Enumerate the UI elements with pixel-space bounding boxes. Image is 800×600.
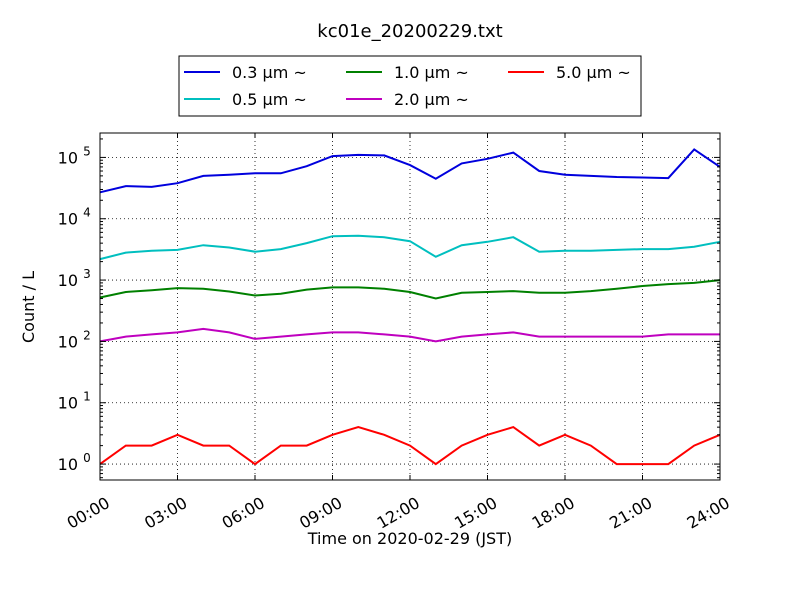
y-tick-label: 10 [58, 271, 78, 290]
y-tick-exponent: 5 [83, 144, 91, 158]
x-tick-label: 12:00 [374, 493, 423, 533]
legend-box [178, 55, 642, 117]
y-tick-exponent: 4 [83, 206, 91, 220]
legend-label: 1.0 µm ~ [394, 63, 469, 82]
y-tick-exponent: 0 [83, 451, 91, 465]
y-tick-label: 10 [58, 455, 78, 474]
y-axis: 10 0 10 1 10 2 10 3 10 4 10 5 [58, 138, 720, 479]
x-tick-label: 03:00 [141, 493, 190, 533]
legend-label: 0.5 µm ~ [232, 90, 307, 109]
x-tick-label: 15:00 [451, 493, 500, 533]
series-line-2 [99, 279, 721, 300]
grid [100, 133, 720, 480]
series-line-3 [99, 327, 720, 343]
x-tick-label: 06:00 [219, 493, 268, 533]
legend: 0.3 µm ~ 0.5 µm ~ 1.0 µm ~ 2.0 µm ~ 5.0 µm ~ [178, 55, 642, 117]
x-tick-label: 24:00 [684, 493, 733, 533]
y-tick-label: 10 [58, 148, 78, 167]
legend-label: 0.3 µm ~ [232, 63, 307, 82]
y-tick-label: 10 [58, 210, 78, 229]
series-line-1 [99, 234, 721, 261]
y-axis-label: Count / L [19, 271, 38, 343]
series-line-4 [99, 426, 721, 466]
chart-title: kc01e_20200229.txt [317, 21, 502, 42]
y-tick-label: 10 [58, 394, 78, 413]
legend-label: 5.0 µm ~ [556, 63, 631, 82]
x-tick-label: 00:00 [64, 493, 113, 533]
series-lines [99, 148, 721, 466]
x-tick-label: 18:00 [529, 493, 578, 533]
y-tick-exponent: 3 [83, 267, 91, 281]
series-line-0 [99, 148, 721, 194]
y-tick-exponent: 1 [83, 390, 91, 404]
legend-label: 2.0 µm ~ [394, 90, 469, 109]
x-tick-label: 21:00 [606, 493, 655, 533]
y-tick-exponent: 2 [83, 328, 91, 342]
y-tick-label: 10 [58, 332, 78, 351]
x-axis-label: Time on 2020-02-29 (JST) [307, 529, 512, 548]
x-tick-label: 09:00 [296, 493, 345, 533]
